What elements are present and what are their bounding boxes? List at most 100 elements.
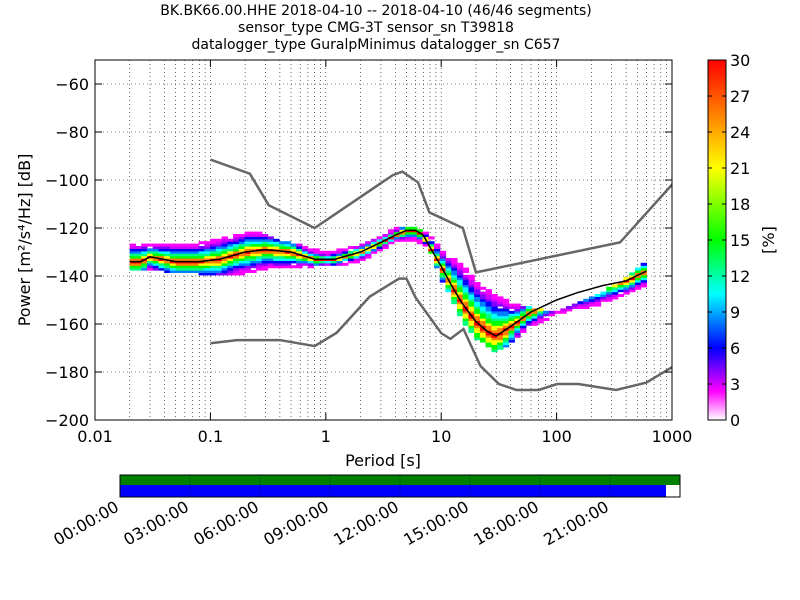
heatmap-cell [611,296,619,300]
heatmap-cell [146,262,154,266]
heatmap-cell [158,253,165,257]
heatmap-cell [479,294,487,297]
heatmap-cell [439,272,447,276]
heatmap-cell [485,306,493,309]
heatmap-cell [301,248,309,252]
heatmap-cell [479,313,487,317]
heatmap-cell [468,286,475,290]
heatmap-cell [336,250,343,254]
heatmap-cell [451,260,458,264]
heatmap-cell [238,272,246,276]
heatmap-cell [227,265,234,269]
heatmap-cell [508,320,515,324]
heatmap-cell [497,308,504,312]
heatmap-cell [502,339,510,343]
heatmap-cell [267,238,274,242]
heatmap-cell [158,265,165,269]
heatmap-cell [198,246,205,249]
heatmap-cell [221,243,228,247]
heatmap-cell [244,270,251,273]
heatmap-cell [227,248,234,252]
heatmap-cell [456,306,464,309]
heatmap-cell [261,267,269,271]
heatmap-cell [141,248,148,252]
heatmap-cell [324,253,332,257]
heatmap-cell [215,250,223,254]
heatmap-cell [491,303,498,307]
heatmap-cell [451,291,458,295]
heatmap-cell [273,243,280,247]
heatmap-cell [462,277,470,281]
heatmap-cell [543,318,550,321]
heatmap-cell [508,327,515,331]
heatmap-cell [359,253,366,257]
heatmap-cell [479,310,487,314]
heatmap-cell [508,313,515,317]
heatmap-cell [611,291,619,295]
heatmap-cell [462,289,470,293]
heatmap-cell [571,303,579,307]
heatmap-cell [497,310,504,314]
heatmap-cell [192,267,200,271]
heatmap-cell [634,284,642,288]
heatmap-cell [479,334,487,338]
heatmap-cell [485,318,493,321]
heatmap-cell [129,267,137,271]
heatmap-cell [141,246,148,249]
heatmap-cell [256,265,263,269]
heatmap-cell [462,279,470,283]
heatmap-cell [491,313,498,317]
y-axis-label: Power [m²/s⁴/Hz] [dB] [15,154,34,327]
heatmap-cell [479,320,487,324]
heatmap-cell [537,313,544,317]
heatmap-cell [376,246,383,249]
heatmap-cell [497,334,504,338]
heatmap-cell [198,272,205,276]
heatmap-cell [468,298,475,302]
heatmap-cell [514,306,521,309]
heatmap-cell [600,298,607,302]
heatmap-cell [376,236,383,240]
heatmap-cell [307,253,315,257]
heatmap-cell [376,238,383,242]
timeline-tick-label: 21:00:00 [540,497,612,549]
heatmap-cell [238,260,246,264]
heatmap-cell [284,258,292,261]
heatmap-cell [485,342,493,345]
heatmap-cell [462,308,470,312]
heatmap-cell [198,265,205,269]
heatmap-cell [210,272,217,276]
heatmap-cell [468,301,475,305]
heatmap-cell [474,284,481,288]
heatmap-cell [365,250,372,254]
heatmap-cell [479,298,487,302]
heatmap-cell [456,303,464,307]
heatmap-cell [594,296,602,300]
heatmap-cell [261,246,269,249]
heatmap-cell [474,303,481,307]
heatmap-cell [640,274,647,278]
heatmap-cell [445,274,452,278]
colorbar-tick-label: 21 [730,159,750,178]
heatmap-cell [508,325,515,329]
heatmap-cell [634,272,642,276]
timeline-tick-label: 03:00:00 [120,497,192,549]
heatmap-cell [187,246,194,249]
heatmap-cell [485,296,493,300]
heatmap-cell [256,234,263,237]
x-tick-label: 0.1 [198,427,223,446]
timeline-tick-label: 06:00:00 [190,497,262,549]
heatmap-cell [175,250,183,254]
heatmap-cell [158,250,165,254]
heatmap-cell [278,253,286,257]
heatmap-cell [445,289,452,293]
heatmap-cell [135,267,142,271]
heatmap-cell [175,267,183,271]
heatmap-cell [479,327,487,331]
heatmap-cell [566,308,573,312]
heatmap-cell [502,313,510,317]
heatmap-cell [502,332,510,336]
heatmap-cell [215,248,223,252]
heatmap-cell [164,253,171,257]
heatmap-cell [600,294,607,297]
